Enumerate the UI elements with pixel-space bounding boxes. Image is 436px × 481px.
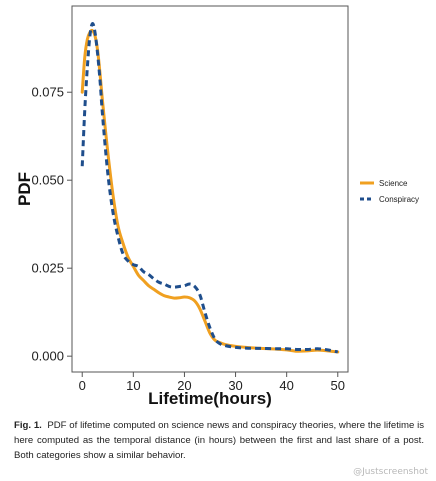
x-tick-label: 30	[228, 378, 242, 393]
y-tick-label: 0.025	[31, 261, 64, 276]
chart-svg: 0.000 0.025 0.050 0.075 0 10 20 30 40 50 Lifetim…	[15, 5, 419, 408]
x-tick-label: 50	[331, 378, 345, 393]
x-tick-label: 0	[79, 378, 86, 393]
y-axis-title: PDF	[15, 172, 34, 206]
x-tick-label: 10	[126, 378, 140, 393]
series-layer	[80, 22, 340, 354]
chart-figure: 0.000 0.025 0.050 0.075 0 10 20 30 40 50 Lifetim…	[15, 5, 419, 408]
y-tick-label: 0.000	[31, 349, 64, 364]
x-tick-label: 40	[279, 378, 293, 393]
figure-caption: Fig. 1. PDF of lifetime computed on scie…	[14, 418, 424, 463]
x-tick-label: 20	[177, 378, 191, 393]
y-tick-label: 0.050	[31, 173, 64, 188]
legend: Science Conspiracy	[360, 179, 419, 204]
x-axis: 0 10 20 30 40 50	[79, 372, 345, 393]
caption-label: Fig. 1.	[14, 420, 42, 431]
legend-label-science: Science	[379, 179, 408, 188]
series-line-conspiracy	[80, 22, 339, 354]
plot-panel	[71, 5, 349, 373]
x-axis-title: Lifetime(hours)	[148, 389, 272, 408]
caption-text: PDF of lifetime computed on science news…	[14, 420, 425, 461]
y-axis: 0.000 0.025 0.050 0.075	[31, 85, 72, 364]
watermark: @Justscreenshot	[353, 467, 428, 477]
y-tick-label: 0.075	[31, 85, 64, 100]
legend-label-conspiracy: Conspiracy	[379, 195, 419, 204]
